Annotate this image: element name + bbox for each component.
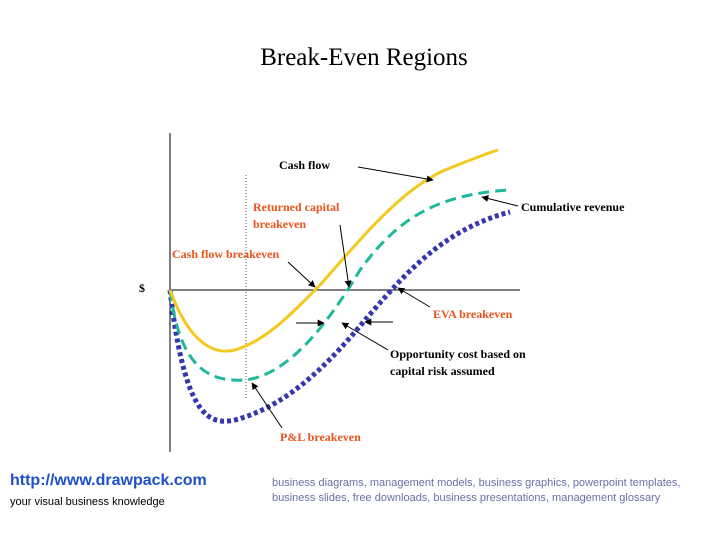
footer-tagline: your visual business knowledge — [10, 496, 165, 508]
cumulative-revenue-arrow — [481, 195, 519, 207]
footer-link[interactable]: http://www.drawpack.com — [10, 472, 207, 489]
eva-breakeven-label: EVA breakeven — [433, 307, 513, 321]
cash-flow-breakeven-arrow — [287, 261, 316, 288]
returned-capital-arrow — [339, 224, 352, 288]
page-title: Break-Even Regions — [260, 44, 468, 71]
returned-capital-label-line1: Returned capital — [253, 200, 340, 214]
eva-breakeven-arrow — [397, 287, 431, 308]
pl-breakeven-label: P&L breakeven — [280, 430, 361, 444]
returned-capital-label-line2: breakeven — [253, 217, 307, 231]
y-axis-label: $ — [139, 281, 145, 295]
cumulative-revenue-curve — [168, 188, 509, 382]
cash-flow-curve — [168, 148, 499, 353]
cumulative-revenue-label: Cumulative revenue — [521, 200, 625, 214]
cash-flow-breakeven-label: Cash flow breakeven — [172, 247, 280, 261]
footer-description: business diagrams, management models, bu… — [272, 477, 681, 504]
pl-breakeven-arrow — [251, 382, 283, 429]
cash-flow-label: Cash flow — [279, 158, 331, 172]
eva-curve — [167, 209, 511, 424]
cash-flow-arrow — [357, 166, 434, 183]
opportunity-arrow-up — [341, 322, 389, 351]
opportunity-cost-label-line1: Opportunity cost based on — [390, 347, 526, 361]
opportunity-cost-label-line2: capital risk assumed — [390, 364, 495, 378]
